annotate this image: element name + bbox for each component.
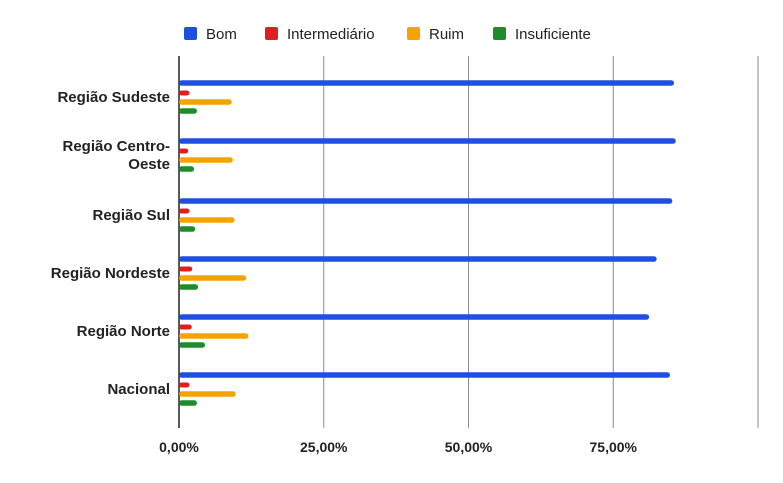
x-tick-label: 50,00% <box>445 439 493 455</box>
bar-insuficiente <box>179 342 206 348</box>
bar-bom <box>179 198 673 204</box>
bar-ruim <box>179 275 247 281</box>
bar-intermediário <box>179 266 193 272</box>
bar-ruim <box>179 157 233 163</box>
bar-intermediário <box>179 148 189 154</box>
category-label: Oeste <box>128 156 170 173</box>
bar-bom <box>179 138 676 144</box>
bar-insuficiente <box>179 166 195 172</box>
legend-label: Insuficiente <box>515 26 591 43</box>
bar-intermediário <box>179 208 190 214</box>
category-label: Região Sudeste <box>57 89 170 106</box>
bar-ruim <box>179 333 249 339</box>
bar-bom <box>179 372 670 378</box>
bar-insuficiente <box>179 400 197 406</box>
bar-bom <box>179 80 675 86</box>
legend-swatch <box>265 27 278 40</box>
bar-intermediário <box>179 90 190 96</box>
legend-swatch <box>184 27 197 40</box>
bar-bom <box>179 256 657 262</box>
x-tick-label: 25,00% <box>300 439 348 455</box>
legend-label: Intermediário <box>287 26 375 43</box>
category-label: Região Nordeste <box>51 265 170 282</box>
legend-label: Bom <box>206 26 237 43</box>
x-tick-label: 0,00% <box>159 439 199 455</box>
category-label: Região Norte <box>77 323 170 340</box>
x-tick-label: 75,00% <box>590 439 638 455</box>
category-label: Região Centro- <box>62 138 170 155</box>
bar-intermediário <box>179 382 190 388</box>
legend-swatch <box>407 27 420 40</box>
bar-ruim <box>179 391 236 397</box>
bar-ruim <box>179 99 232 105</box>
category-label: Nacional <box>107 381 170 398</box>
bar-insuficiente <box>179 226 196 232</box>
bar-insuficiente <box>179 108 197 114</box>
bar-intermediário <box>179 324 192 330</box>
bar-bom <box>179 314 650 320</box>
category-label: Região Sul <box>92 207 170 224</box>
bar-insuficiente <box>179 284 199 290</box>
bar-ruim <box>179 217 235 223</box>
legend-label: Ruim <box>429 26 464 43</box>
legend-swatch <box>493 27 506 40</box>
